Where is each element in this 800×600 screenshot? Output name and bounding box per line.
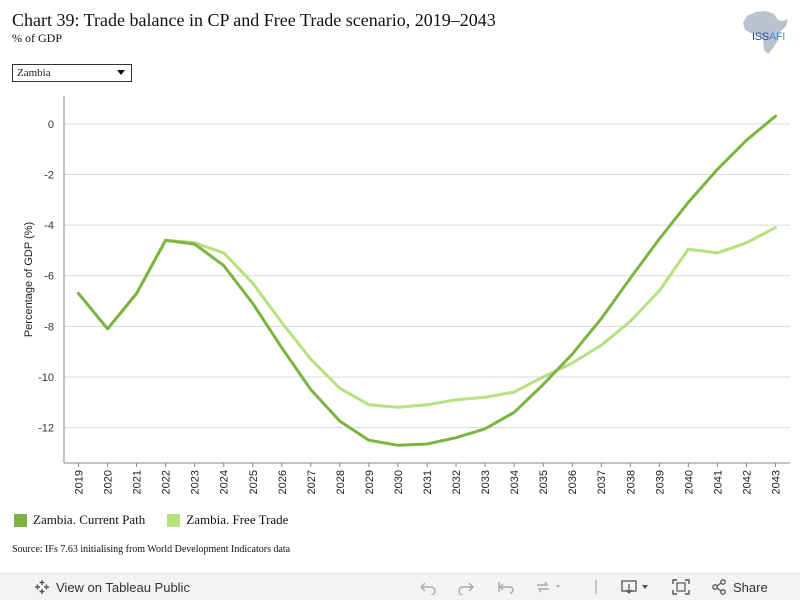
series-line-free-trade[interactable] [77, 226, 777, 409]
x-tick-label: 2023 [190, 470, 202, 494]
x-tick-label: 2024 [219, 470, 231, 494]
y-tick-label: 0 [48, 119, 54, 131]
x-tick-label: 2032 [451, 470, 463, 494]
x-tick-label: 2042 [741, 470, 753, 494]
country-select[interactable]: Zambia [12, 64, 132, 82]
x-tick-label: 2037 [596, 470, 608, 494]
tableau-toolbar: View on Tableau Public Share [0, 573, 800, 600]
undo-icon[interactable] [419, 579, 437, 595]
chart-title: Chart 39: Trade balance in CP and Free T… [12, 10, 496, 30]
x-tick-label: 2022 [161, 470, 173, 494]
y-tick-label: -12 [38, 423, 54, 435]
x-tick-label: 2043 [770, 470, 782, 494]
legend-label-free-trade: Zambia. Free Trade [186, 512, 289, 527]
y-tick-label: -2 [44, 169, 54, 181]
x-tick-label: 2019 [74, 470, 86, 494]
x-tick-label: 2026 [277, 470, 289, 494]
legend-swatch-current-path [14, 513, 27, 527]
x-tick-label: 2039 [654, 470, 666, 494]
legend: Zambia. Current Path Zambia. Free Trade [14, 512, 288, 528]
x-tick-label: 2034 [509, 470, 521, 494]
legend-label-current-path: Zambia. Current Path [33, 512, 146, 527]
x-tick-label: 2033 [480, 470, 492, 494]
x-tick-label: 2025 [248, 470, 260, 494]
x-tick-label: 2031 [422, 470, 434, 494]
x-tick-label: 2029 [364, 470, 376, 494]
x-tick-label: 2030 [393, 470, 405, 494]
x-tick-label: 2020 [103, 470, 115, 494]
series-line-current-path[interactable] [77, 114, 777, 447]
country-select-value: Zambia [17, 67, 51, 79]
x-tick-label: 2040 [683, 470, 695, 494]
chart-subtitle: % of GDP [12, 31, 62, 45]
legend-item-free-trade[interactable]: Zambia. Free Trade [167, 512, 288, 528]
y-tick-label: -6 [44, 271, 54, 283]
x-tick-label: 2027 [306, 470, 318, 494]
download-icon[interactable] [620, 579, 652, 595]
share-label: Share [733, 579, 768, 595]
share-button[interactable]: Share [711, 579, 768, 595]
y-tick-label: -4 [44, 220, 54, 232]
x-tick-label: 2038 [625, 470, 637, 494]
y-axis-label: Percentage of GDP (%) [23, 222, 35, 337]
legend-item-current-path[interactable]: Zambia. Current Path [14, 512, 145, 528]
view-on-tableau-label: View on Tableau Public [56, 579, 190, 595]
tableau-icon [35, 580, 49, 594]
x-tick-label: 2028 [335, 470, 347, 494]
revert-icon[interactable] [497, 579, 515, 595]
y-tick-label: -10 [38, 372, 54, 384]
africa-map-icon [743, 11, 788, 54]
view-on-tableau-link[interactable]: View on Tableau Public [34, 579, 190, 595]
x-tick-label: 2041 [712, 470, 724, 494]
fullscreen-icon[interactable] [672, 579, 690, 595]
x-tick-label: 2035 [538, 470, 550, 494]
pause-icon[interactable] [592, 579, 600, 595]
source-note: Source: IFs 7.63 initialising from World… [12, 544, 291, 555]
legend-swatch-free-trade [167, 513, 181, 527]
chevron-down-icon [117, 70, 125, 75]
trade-balance-chart: 0 -2 -4 -6 -8 -10 -12 Percentage of GDP (%) 2019… [23, 96, 790, 494]
x-tick-label: 2036 [567, 470, 579, 494]
share-icon [712, 579, 726, 595]
y-tick-label: -8 [44, 321, 54, 333]
refresh-menu-icon[interactable] [535, 579, 563, 595]
x-tick-label: 2021 [132, 470, 144, 494]
redo-icon[interactable] [457, 579, 475, 595]
iss-logo-text: ISSAFI [752, 31, 786, 43]
